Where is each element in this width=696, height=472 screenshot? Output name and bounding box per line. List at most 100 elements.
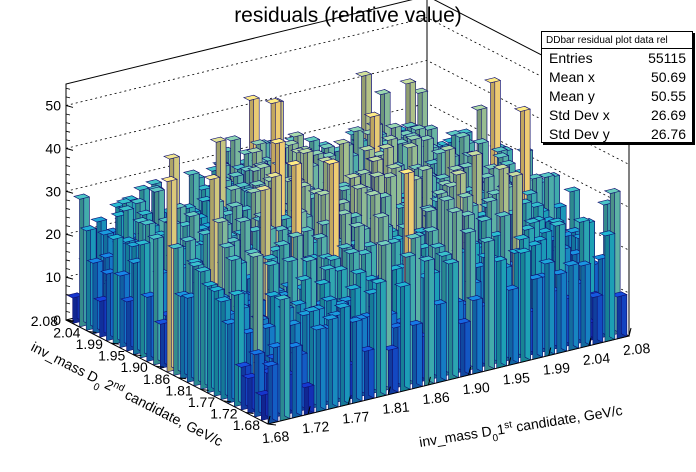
bar-top-face bbox=[445, 207, 464, 214]
bar-top-face bbox=[313, 279, 331, 286]
y-tick bbox=[65, 319, 75, 322]
x-axis-title-part: 1 bbox=[496, 421, 506, 438]
bar-top-face bbox=[115, 198, 134, 205]
x-axis-title-part: 0 bbox=[492, 432, 500, 444]
bar-top-face bbox=[416, 164, 434, 171]
z-tick-label: 0 bbox=[53, 312, 61, 328]
bar-top-face bbox=[603, 188, 621, 194]
grid-line bbox=[65, 17, 630, 122]
stats-label: Mean x bbox=[549, 69, 595, 85]
bar-side-face bbox=[356, 316, 363, 402]
bar-top-face bbox=[310, 233, 328, 240]
bar-top-face bbox=[226, 201, 244, 208]
stats-label: Std Dev y bbox=[549, 126, 610, 142]
z-tick-label: 40 bbox=[45, 140, 61, 156]
stats-row-std-y: Std Dev y 26.76 bbox=[542, 125, 692, 144]
bar-top-face bbox=[400, 121, 418, 128]
bar-top-face bbox=[409, 124, 427, 131]
bar-top-face bbox=[344, 284, 362, 291]
y-tick bbox=[88, 331, 97, 334]
bar-side-face bbox=[476, 294, 483, 373]
bar-top-face bbox=[446, 164, 465, 171]
bar-top-face bbox=[442, 258, 460, 265]
z-minor-tick bbox=[65, 302, 71, 305]
stats-row-mean-y: Mean y 50.55 bbox=[542, 87, 692, 106]
z-minor-tick bbox=[65, 122, 71, 125]
stats-header: DDbar residual plot data rel bbox=[542, 32, 692, 49]
x-axis-title-part: candidate, GeV/c bbox=[511, 402, 623, 435]
z-tick-label: 20 bbox=[45, 226, 61, 242]
bar-side-face bbox=[392, 344, 399, 393]
z-minor-tick bbox=[65, 182, 71, 185]
z-minor-tick bbox=[65, 311, 71, 313]
bar-top-face bbox=[248, 180, 266, 187]
bar-top-face bbox=[435, 250, 453, 257]
bar-top-face bbox=[138, 219, 157, 226]
stats-label: Mean y bbox=[549, 88, 595, 104]
bar-top-face bbox=[209, 136, 227, 143]
z-minor-tick bbox=[65, 190, 71, 193]
bar-top-face bbox=[214, 296, 232, 303]
y-tick-label: 2.08 bbox=[31, 313, 58, 329]
bar-side-face bbox=[296, 341, 303, 417]
bar-top-face bbox=[183, 211, 201, 218]
bar-top-face bbox=[187, 260, 205, 267]
bar-top-face bbox=[318, 264, 337, 271]
x-tick bbox=[628, 327, 632, 337]
x-axis-title-part: inv_mass D bbox=[418, 423, 493, 450]
bar-top-face bbox=[404, 233, 422, 240]
bar-top-face bbox=[285, 160, 303, 167]
histogram-bar bbox=[490, 255, 508, 369]
stats-row-mean-x: Mean x 50.69 bbox=[542, 68, 692, 87]
bar-top-face bbox=[492, 163, 510, 170]
bar-top-face bbox=[563, 186, 581, 193]
histogram-bar bbox=[514, 247, 532, 363]
bar-top-face bbox=[320, 295, 338, 302]
bar-top-face bbox=[268, 138, 287, 145]
bar-top-face bbox=[246, 251, 264, 258]
bar-top-face bbox=[234, 216, 252, 223]
stats-value: 50.55 bbox=[650, 88, 686, 104]
z-minor-tick bbox=[65, 113, 71, 116]
bar-top-face bbox=[314, 189, 332, 196]
histogram-bar bbox=[574, 260, 592, 349]
y-tick-label: 1.81 bbox=[165, 382, 192, 398]
y-tick-label: 2.04 bbox=[53, 325, 80, 341]
histogram-bar bbox=[610, 291, 628, 340]
bar-top-face bbox=[472, 138, 490, 145]
bar-top-face bbox=[249, 139, 267, 146]
z-minor-tick bbox=[65, 139, 71, 142]
bar-top-face bbox=[265, 171, 283, 178]
bar-top-face bbox=[261, 254, 279, 261]
bar-side-face bbox=[440, 299, 447, 381]
bar-side-face bbox=[332, 314, 339, 408]
x-tick-label: 1.77 bbox=[342, 408, 371, 426]
bar-top-face bbox=[490, 146, 508, 153]
bar-top-face bbox=[242, 94, 261, 101]
bar-top-face bbox=[375, 240, 393, 247]
z-minor-tick bbox=[65, 130, 71, 133]
bar-top-face bbox=[303, 306, 321, 313]
bar-top-face bbox=[363, 111, 381, 118]
bar-side-face bbox=[560, 269, 568, 352]
bar-top-face bbox=[333, 302, 351, 309]
z-minor-tick bbox=[65, 199, 71, 202]
bar-top-face bbox=[227, 171, 245, 178]
bar-top-face bbox=[368, 171, 386, 178]
stats-value: 50.69 bbox=[650, 69, 686, 85]
bar-top-face bbox=[245, 147, 263, 154]
bar-top-face bbox=[336, 243, 354, 250]
bar-top-face bbox=[254, 185, 272, 192]
bar-top-face bbox=[456, 192, 474, 199]
bar-top-face bbox=[196, 196, 214, 202]
y-tick bbox=[110, 342, 119, 345]
bar-top-face bbox=[286, 231, 304, 238]
bar-side-face bbox=[596, 291, 604, 343]
bar-top-face bbox=[401, 142, 419, 149]
bar-side-face bbox=[524, 247, 531, 361]
bar-top-face bbox=[129, 198, 147, 205]
z-minor-tick bbox=[65, 233, 71, 236]
bar-top-face bbox=[73, 193, 91, 200]
bar-top-face bbox=[437, 195, 455, 202]
